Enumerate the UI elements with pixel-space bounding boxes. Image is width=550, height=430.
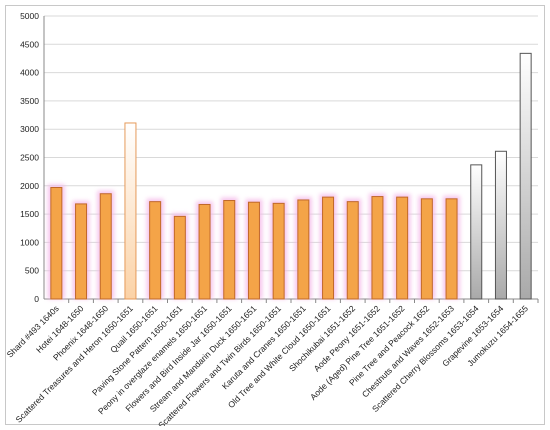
y-tick-label: 2500 — [20, 153, 39, 163]
bar — [223, 200, 236, 300]
y-tick-label: 4000 — [20, 68, 39, 78]
y-tick-label: 3000 — [20, 124, 39, 134]
y-tick-label: 1000 — [20, 237, 39, 247]
bar — [470, 164, 483, 300]
bar — [346, 201, 359, 300]
y-tick-label: 2000 — [20, 181, 39, 191]
bar — [173, 215, 186, 300]
bar — [75, 203, 88, 300]
bar — [445, 198, 458, 300]
bar — [322, 196, 335, 300]
y-tick-label: 1500 — [20, 209, 39, 219]
bars — [47, 52, 532, 300]
bar — [99, 193, 112, 300]
bar — [297, 199, 310, 300]
y-tick-label: 5000 — [20, 11, 39, 21]
bar — [50, 186, 63, 300]
bar — [371, 196, 384, 300]
bar — [519, 52, 532, 300]
bar — [124, 122, 137, 300]
bar — [494, 150, 507, 300]
chart-frame: 0 500 1000 1500 2000 2500 3000 3500 4000 4500 5000… — [5, 5, 545, 426]
bar-chart: 0 500 1000 1500 2000 2500 3000 3500 4000 4500 5000… — [6, 11, 539, 426]
y-tick-label: 500 — [25, 266, 39, 276]
axes — [43, 16, 539, 303]
bar — [396, 196, 409, 300]
y-tick-label: 3500 — [20, 96, 39, 106]
bar — [272, 202, 285, 300]
bar — [198, 203, 211, 300]
bar — [420, 198, 433, 300]
y-tick-label: 4500 — [20, 39, 39, 49]
bar — [247, 201, 260, 300]
y-tick-label: 0 — [34, 294, 39, 304]
bar — [149, 201, 162, 300]
gridlines — [44, 15, 538, 272]
